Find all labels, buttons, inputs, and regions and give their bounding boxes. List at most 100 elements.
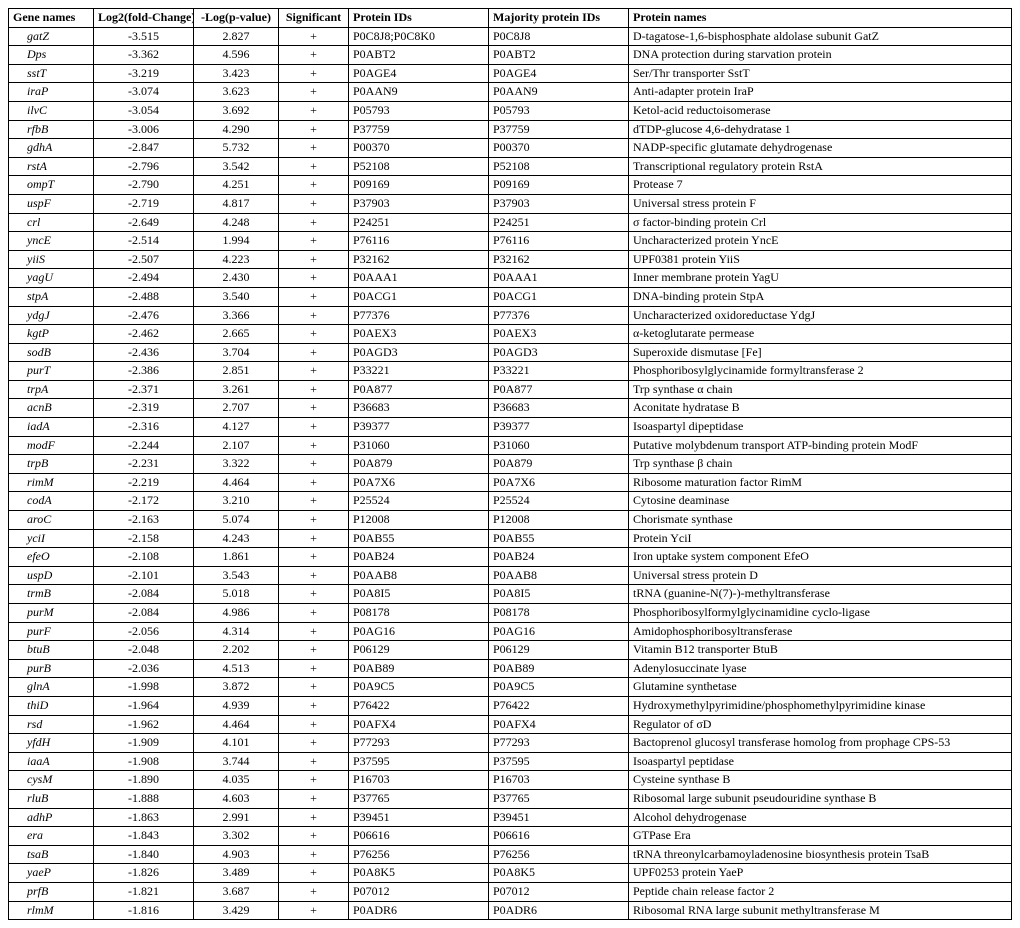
col-significant: Significant [279,9,349,28]
cell-protein-name: Universal stress protein D [629,566,1012,585]
cell-neglogp: 3.423 [194,64,279,83]
col-majority-ids: Majority protein IDs [489,9,629,28]
cell-gene: efeO [9,548,94,567]
cell-significant: + [279,455,349,474]
cell-significant: + [279,418,349,437]
cell-neglogp: 3.872 [194,678,279,697]
cell-log2fc: -3.515 [94,27,194,46]
table-row: iadA-2.3164.127+P39377P39377Isoaspartyl … [9,418,1012,437]
cell-neglogp: 4.817 [194,194,279,213]
cell-protein-ids: P00370 [349,139,489,158]
cell-protein-name: GTPase Era [629,827,1012,846]
cell-neglogp: 3.704 [194,343,279,362]
cell-protein-ids: P0ACG1 [349,287,489,306]
table-row: gdhA-2.8475.732+P00370P00370NADP-specifi… [9,139,1012,158]
cell-majority-ids: P77293 [489,734,629,753]
cell-log2fc: -1.826 [94,864,194,883]
cell-gene: yiiS [9,250,94,269]
cell-log2fc: -2.108 [94,548,194,567]
cell-protein-ids: P07012 [349,882,489,901]
cell-gene: modF [9,436,94,455]
cell-neglogp: 4.513 [194,659,279,678]
cell-majority-ids: P0A7X6 [489,473,629,492]
table-row: iraP-3.0743.623+P0AAN9P0AAN9Anti-adapter… [9,83,1012,102]
cell-log2fc: -3.054 [94,101,194,120]
cell-majority-ids: P0ADR6 [489,901,629,920]
table-row: uspD-2.1013.543+P0AAB8P0AAB8Universal st… [9,566,1012,585]
cell-significant: + [279,399,349,418]
cell-majority-ids: P0A8K5 [489,864,629,883]
cell-majority-ids: P0ACG1 [489,287,629,306]
cell-majority-ids: P0AAN9 [489,83,629,102]
cell-protein-name: Cytosine deaminase [629,492,1012,511]
cell-log2fc: -2.488 [94,287,194,306]
cell-protein-name: Regulator of σD [629,715,1012,734]
cell-gene: trmB [9,585,94,604]
cell-gene: gatZ [9,27,94,46]
cell-log2fc: -2.790 [94,176,194,195]
cell-log2fc: -2.244 [94,436,194,455]
cell-neglogp: 4.223 [194,250,279,269]
cell-gene: ompT [9,176,94,195]
cell-majority-ids: P37903 [489,194,629,213]
cell-significant: + [279,343,349,362]
cell-protein-ids: P0AAB8 [349,566,489,585]
cell-gene: trpA [9,380,94,399]
cell-log2fc: -1.816 [94,901,194,920]
cell-gene: purB [9,659,94,678]
cell-neglogp: 4.314 [194,622,279,641]
cell-protein-ids: P06129 [349,641,489,660]
table-row: yaeP-1.8263.489+P0A8K5P0A8K5UPF0253 prot… [9,864,1012,883]
cell-neglogp: 2.107 [194,436,279,455]
cell-protein-name: Aconitate hydratase B [629,399,1012,418]
cell-gene: adhP [9,808,94,827]
table-row: sodB-2.4363.704+P0AGD3P0AGD3Superoxide d… [9,343,1012,362]
cell-neglogp: 3.687 [194,882,279,901]
cell-protein-ids: P0A877 [349,380,489,399]
cell-log2fc: -1.843 [94,827,194,846]
col-log2fc: Log2(fold-Change) [94,9,194,28]
cell-majority-ids: P08178 [489,604,629,623]
cell-significant: + [279,492,349,511]
cell-significant: + [279,473,349,492]
cell-neglogp: 3.543 [194,566,279,585]
cell-significant: + [279,269,349,288]
cell-majority-ids: P0A877 [489,380,629,399]
cell-significant: + [279,734,349,753]
cell-protein-name: Trp synthase β chain [629,455,1012,474]
cell-gene: purF [9,622,94,641]
cell-log2fc: -1.863 [94,808,194,827]
cell-log2fc: -2.462 [94,325,194,344]
cell-majority-ids: P0A879 [489,455,629,474]
cell-gene: yagU [9,269,94,288]
cell-log2fc: -2.319 [94,399,194,418]
cell-protein-name: Uncharacterized oxidoreductase YdgJ [629,306,1012,325]
cell-neglogp: 2.851 [194,362,279,381]
cell-neglogp: 4.290 [194,120,279,139]
cell-protein-ids: P16703 [349,771,489,790]
cell-protein-ids: P0A7X6 [349,473,489,492]
cell-protein-ids: P36683 [349,399,489,418]
table-row: tsaB-1.8404.903+P76256P76256tRNA threony… [9,845,1012,864]
cell-neglogp: 1.861 [194,548,279,567]
cell-gene: Dps [9,46,94,65]
cell-log2fc: -2.386 [94,362,194,381]
cell-protein-ids: P32162 [349,250,489,269]
cell-protein-ids: P52108 [349,157,489,176]
cell-protein-name: Trp synthase α chain [629,380,1012,399]
cell-gene: rstA [9,157,94,176]
cell-protein-name: Anti-adapter protein IraP [629,83,1012,102]
cell-neglogp: 4.243 [194,529,279,548]
table-row: trmB-2.0845.018+P0A8I5P0A8I5tRNA (guanin… [9,585,1012,604]
cell-majority-ids: P76256 [489,845,629,864]
cell-significant: + [279,250,349,269]
cell-neglogp: 2.991 [194,808,279,827]
cell-log2fc: -2.494 [94,269,194,288]
cell-protein-name: Adenylosuccinate lyase [629,659,1012,678]
table-row: yagU-2.4942.430+P0AAA1P0AAA1Inner membra… [9,269,1012,288]
cell-majority-ids: P24251 [489,213,629,232]
table-row: rsd-1.9624.464+P0AFX4P0AFX4Regulator of … [9,715,1012,734]
cell-majority-ids: P37595 [489,752,629,771]
cell-protein-ids: P0C8J8;P0C8K0 [349,27,489,46]
cell-neglogp: 4.596 [194,46,279,65]
